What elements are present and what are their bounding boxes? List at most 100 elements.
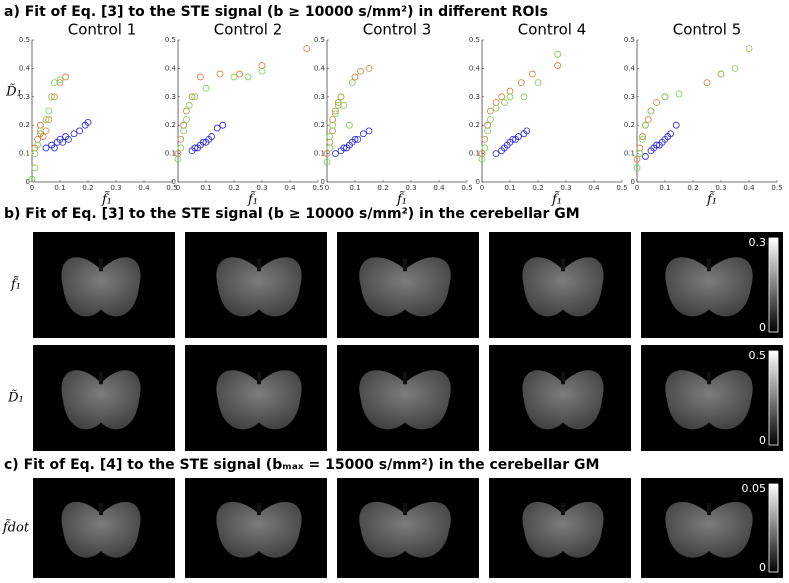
y-tick-label: 0.2 — [469, 121, 480, 129]
x-tick-label: 0.3 — [110, 184, 121, 192]
point — [180, 127, 188, 135]
point — [506, 87, 514, 95]
point — [498, 93, 506, 101]
y-tick-label: 0.1 — [19, 150, 30, 158]
point — [639, 135, 646, 143]
vermis-gap — [561, 503, 565, 515]
chart-title: Control 2 — [214, 21, 283, 39]
point — [331, 107, 339, 115]
y-tick-label: 0.1 — [624, 150, 635, 158]
y-tick-label: 0.2 — [314, 121, 325, 129]
x-axis-label: f̃₁ — [396, 191, 407, 208]
vermis-gap — [99, 258, 103, 272]
point — [56, 79, 64, 86]
colorbar — [768, 350, 779, 446]
point — [303, 45, 311, 52]
point — [500, 99, 508, 106]
point — [326, 133, 334, 140]
point — [42, 116, 50, 123]
y-tick-label: 0.4 — [165, 64, 177, 72]
point — [236, 70, 244, 78]
y-tick-label: 0 — [476, 178, 480, 186]
y-tick-label: 0.3 — [19, 93, 30, 101]
point — [31, 164, 39, 172]
vermis-gap — [257, 371, 261, 385]
x-tick-label: 0.1 — [200, 184, 211, 192]
point — [365, 65, 373, 72]
point — [202, 84, 210, 92]
point — [191, 144, 199, 152]
vermis-gap — [257, 258, 261, 272]
x-tick-label: 0.1 — [54, 184, 65, 192]
brain-map — [216, 257, 302, 317]
y-tick-label: 0.4 — [314, 64, 326, 72]
point — [481, 135, 489, 143]
chart-title: Control 4 — [518, 21, 587, 39]
brain-map — [61, 257, 141, 317]
vermis-gap — [561, 371, 565, 385]
point — [515, 133, 522, 140]
brain-map — [665, 501, 753, 558]
point — [174, 155, 182, 163]
point — [509, 135, 517, 143]
point — [331, 150, 339, 158]
point — [84, 118, 92, 126]
x-axis-label: f̃₁ — [247, 191, 258, 208]
point — [667, 130, 674, 138]
point — [506, 93, 514, 101]
point — [230, 73, 238, 81]
point — [326, 138, 334, 146]
point — [45, 107, 53, 115]
y-tick-label: 0.4 — [624, 64, 636, 72]
point — [357, 67, 365, 75]
row-label: f̃dot — [2, 519, 30, 536]
point — [337, 93, 345, 101]
y-tick-label: 0.5 — [314, 36, 325, 44]
point — [484, 127, 492, 135]
point — [633, 164, 641, 172]
point — [42, 127, 50, 135]
point — [340, 101, 348, 109]
brain-map — [216, 370, 302, 430]
row-label: f̃₁ — [10, 276, 21, 293]
point — [177, 135, 185, 143]
point — [478, 155, 486, 163]
x-tick-label: 0.5 — [771, 184, 782, 192]
x-tick-label: 0 — [30, 184, 34, 192]
x-tick-label: 0.2 — [228, 184, 239, 192]
x-tick-label: 0.2 — [377, 184, 388, 192]
point — [653, 99, 660, 106]
y-tick-label: 0.3 — [314, 93, 325, 101]
chart-title: Control 5 — [673, 21, 742, 39]
y-tick-label: 0.3 — [469, 93, 480, 101]
point — [331, 110, 339, 118]
point — [529, 70, 536, 78]
point — [486, 107, 494, 115]
point — [675, 90, 683, 98]
vermis-gap — [403, 503, 407, 515]
point — [185, 101, 193, 109]
y-tick-label: 0 — [26, 178, 30, 186]
point — [492, 104, 500, 112]
point — [523, 127, 531, 135]
x-tick-label: 0 — [480, 184, 484, 192]
colorbar-label: 0.5 — [749, 349, 767, 362]
x-tick-label: 0.3 — [560, 184, 571, 192]
point — [180, 121, 188, 129]
point — [65, 135, 72, 143]
point — [244, 73, 252, 81]
y-tick-label: 0.5 — [19, 36, 30, 44]
point — [644, 116, 652, 123]
x-tick-label: 0.1 — [349, 184, 360, 192]
y-tick-label: 0.3 — [624, 93, 635, 101]
x-tick-label: 0.4 — [433, 184, 445, 192]
y-tick-label: 0 — [172, 178, 176, 186]
row-label: D̃₁ — [7, 389, 24, 405]
point — [329, 121, 337, 129]
point — [208, 133, 216, 140]
vermis-gap — [257, 503, 261, 515]
point — [359, 130, 367, 138]
y-tick-label: 0.5 — [469, 36, 480, 44]
point — [51, 144, 58, 152]
